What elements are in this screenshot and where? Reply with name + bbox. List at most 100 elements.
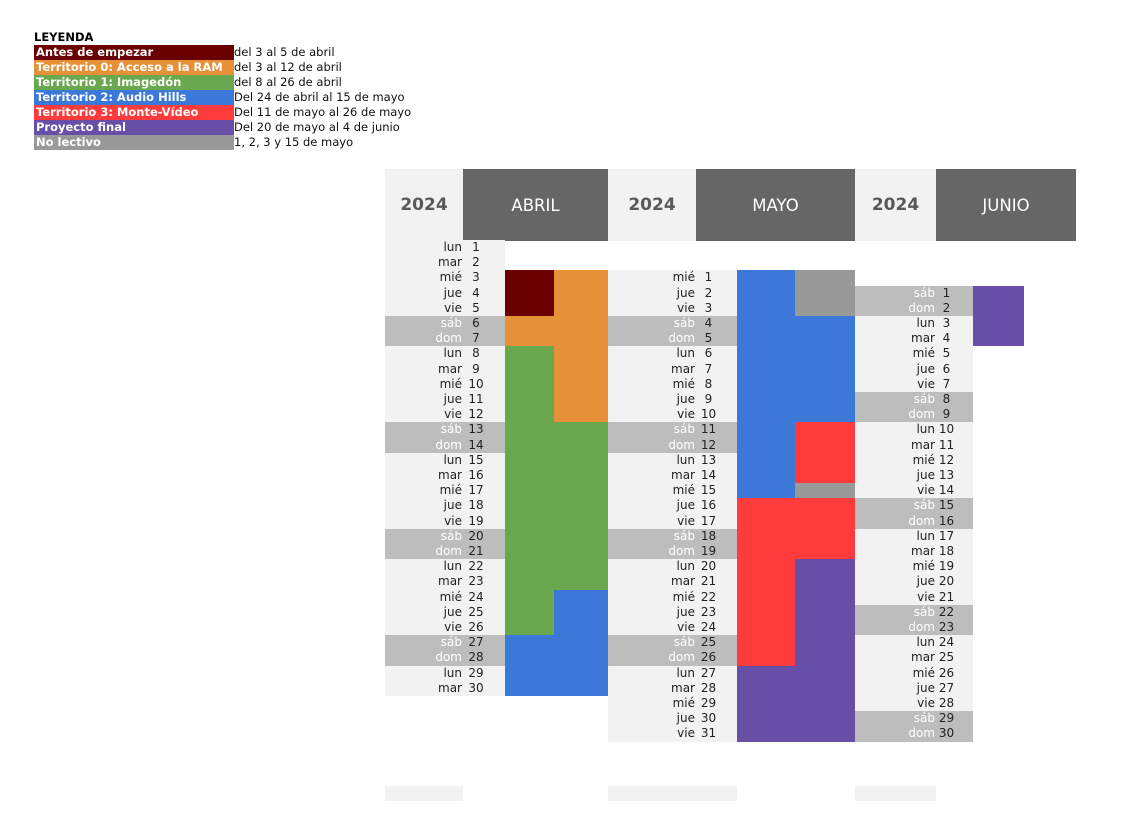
- day-row-background: [855, 483, 973, 499]
- year-header: 2024: [855, 169, 936, 241]
- weekday-label: jue: [443, 498, 462, 513]
- day-number: 30: [700, 711, 717, 726]
- day-row-background: [385, 407, 505, 423]
- day-row-background: [855, 361, 973, 377]
- day-row-background: [608, 452, 737, 468]
- day-row-background: [608, 544, 737, 560]
- day-number: 10: [938, 422, 955, 437]
- month-header: MAYO: [696, 169, 855, 241]
- day-number: 4: [704, 316, 713, 330]
- day-number: 24: [700, 620, 717, 634]
- day-row-background: [385, 392, 505, 408]
- footer-strip: [385, 786, 463, 801]
- day-row-background: [608, 376, 737, 392]
- weekday-label: mar: [911, 544, 935, 558]
- day-number: 1: [942, 285, 951, 300]
- day-row-background: [855, 392, 973, 408]
- weekday-label: dom: [908, 726, 935, 741]
- day-row-background: [385, 650, 505, 666]
- schedule-bar: [737, 665, 795, 742]
- weekday-label: mié: [439, 483, 462, 498]
- weekday-label: sáb: [673, 528, 695, 543]
- month-header: JUNIO: [936, 169, 1076, 241]
- day-number: 21: [700, 574, 717, 589]
- weekday-label: mié: [912, 346, 935, 361]
- weekday-label: sáb: [913, 392, 935, 406]
- day-row-background: [855, 422, 973, 438]
- day-row-background: [608, 680, 737, 696]
- day-row-background: [855, 468, 973, 484]
- footer-strip: [608, 786, 696, 801]
- weekday-label: lun: [443, 346, 462, 361]
- day-row-background: [608, 300, 737, 316]
- weekday-label: dom: [668, 331, 695, 346]
- day-row-background: [385, 680, 505, 696]
- day-row-background: [608, 316, 737, 332]
- legend-item: Territorio 1: Imagedón del 8 al 26 de abr…: [34, 75, 411, 90]
- day-row-background: [385, 589, 505, 605]
- day-number: 8: [704, 376, 713, 391]
- weekday-label: jue: [676, 604, 695, 619]
- day-row-background: [385, 285, 505, 301]
- weekday-label: lun: [916, 528, 935, 543]
- weekday-label: dom: [435, 650, 462, 665]
- day-number: 21: [468, 544, 484, 558]
- day-row-background: [608, 361, 737, 377]
- weekday-label: mié: [439, 376, 462, 391]
- day-number: 13: [700, 452, 717, 467]
- weekday-label: sáb: [913, 498, 935, 513]
- weekday-label: jue: [916, 680, 935, 695]
- weekday-label: vie: [917, 376, 935, 391]
- weekday-label: mié: [672, 483, 695, 498]
- day-number: 23: [938, 620, 955, 634]
- weekday-label: vie: [444, 620, 462, 634]
- day-row-background: [608, 620, 737, 636]
- day-row-background: [608, 483, 737, 499]
- day-number: 3: [472, 270, 480, 285]
- day-row-background: [855, 407, 973, 423]
- weekday-label: sáb: [913, 711, 935, 726]
- schedule-bar: [554, 589, 608, 696]
- day-row-background: [855, 650, 973, 666]
- legend-item-name: Territorio 3: Monte-Vídeo: [34, 105, 234, 120]
- footer-strip: [855, 786, 936, 801]
- weekday-label: jue: [676, 392, 695, 406]
- weekday-label: mar: [438, 361, 462, 376]
- day-number: 15: [938, 498, 955, 513]
- day-number: 18: [700, 528, 717, 543]
- legend-item-dates: Del 11 de mayo al 26 de mayo: [234, 105, 412, 119]
- day-number: 12: [468, 407, 484, 422]
- day-row-background: [385, 376, 505, 392]
- day-number: 29: [938, 711, 955, 726]
- day-number: 27: [938, 680, 955, 695]
- day-number: 15: [700, 483, 717, 498]
- weekday-label: mié: [439, 270, 462, 285]
- day-number: 25: [468, 604, 484, 619]
- weekday-label: mié: [672, 696, 695, 710]
- day-row-background: [855, 620, 973, 636]
- day-number: 17: [700, 513, 717, 528]
- day-row-background: [385, 498, 505, 514]
- day-row-background: [385, 513, 505, 529]
- weekday-label: sáb: [673, 316, 695, 330]
- day-row-background: [855, 680, 973, 696]
- legend-item: Antes de empezar del 3 al 5 de abril: [34, 45, 411, 60]
- weekday-label: lun: [916, 316, 935, 330]
- weekday-label: dom: [435, 544, 462, 558]
- day-number: 4: [472, 285, 480, 300]
- day-row-background: [855, 300, 973, 316]
- weekday-label: vie: [677, 407, 695, 422]
- legend-item-name: Proyecto final: [34, 120, 234, 135]
- legend-item: No lectivo 1, 2, 3 y 15 de mayo: [34, 135, 411, 150]
- day-row-background: [608, 498, 737, 514]
- weekday-label: jue: [916, 361, 935, 376]
- day-number: 28: [468, 650, 484, 665]
- day-row-background: [608, 650, 737, 666]
- day-number: 9: [942, 407, 951, 422]
- day-row-background: [855, 696, 973, 712]
- weekday-label: mar: [438, 255, 462, 270]
- weekday-label: lun: [443, 665, 462, 680]
- day-row-background: [608, 513, 737, 529]
- day-row-background: [855, 665, 973, 681]
